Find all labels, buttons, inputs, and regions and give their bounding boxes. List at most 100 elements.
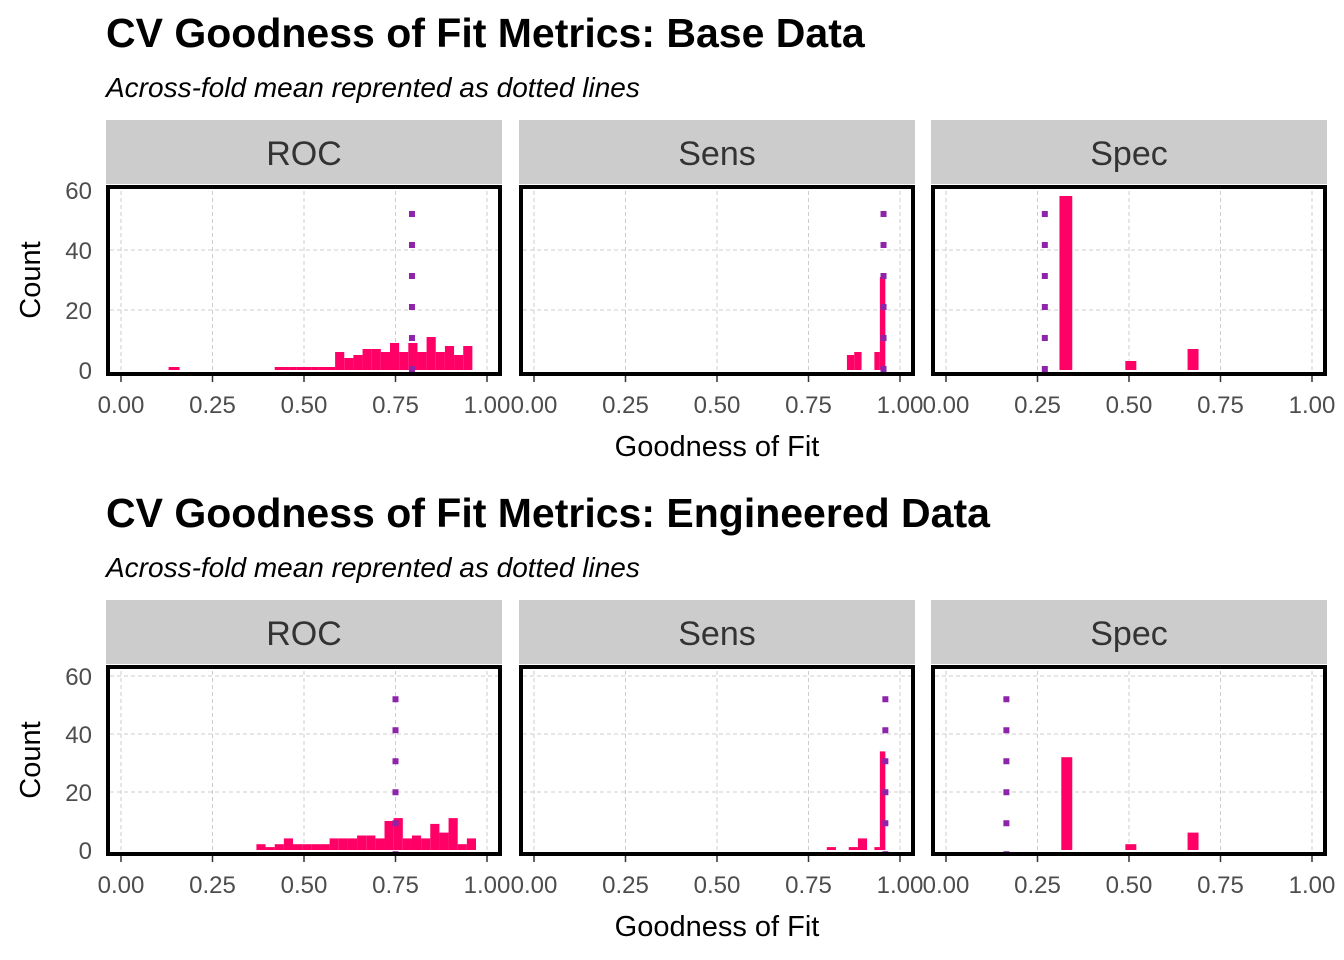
y-axis-label: Count bbox=[15, 721, 47, 798]
facet-strip bbox=[931, 120, 1327, 184]
facet-panel-sens: Sens 0.00 0.25 0.50 0.75 1.00 bbox=[511, 120, 923, 419]
histogram-bar bbox=[426, 337, 436, 370]
facet-panel-sens: Sens 0.00 0.25 0.50 0.75 1.00 bbox=[511, 600, 924, 899]
x-tick-label: 0.00 bbox=[98, 392, 145, 419]
histogram-bar bbox=[320, 844, 330, 850]
histogram-bar bbox=[384, 821, 394, 850]
histogram-bar bbox=[366, 835, 376, 850]
histogram-bar bbox=[874, 847, 880, 850]
x-tick-label: 0.00 bbox=[923, 872, 970, 899]
histogram-bar bbox=[304, 367, 312, 370]
histogram-bar bbox=[325, 367, 336, 370]
x-axis-label: Goodness of Fit bbox=[615, 431, 820, 463]
facet-strip-label: ROC bbox=[266, 615, 342, 653]
histogram-bar bbox=[393, 818, 403, 850]
histogram-bar bbox=[1125, 844, 1137, 850]
histogram-bar bbox=[454, 355, 464, 370]
histogram-bar bbox=[338, 838, 348, 850]
histogram-bar bbox=[329, 838, 339, 850]
x-tick-label: 0.50 bbox=[694, 872, 741, 899]
histogram-bar bbox=[380, 352, 391, 370]
histogram-bar bbox=[311, 844, 321, 850]
histogram-bar bbox=[848, 847, 858, 850]
histogram-bar bbox=[1061, 757, 1073, 850]
facet-strip bbox=[519, 600, 915, 664]
histogram-bar bbox=[362, 349, 372, 370]
histogram-bar bbox=[274, 844, 284, 850]
facet-strip-label: ROC bbox=[266, 135, 342, 173]
histogram-bar bbox=[1125, 361, 1137, 370]
histogram-bar bbox=[879, 751, 886, 850]
x-tick-label: 0.75 bbox=[785, 872, 832, 899]
histogram-bar bbox=[283, 838, 294, 850]
histogram-bar bbox=[296, 367, 304, 370]
panel-border bbox=[519, 665, 915, 856]
x-tick-label: 0.00 bbox=[923, 392, 970, 419]
x-tick-label: 0.25 bbox=[189, 392, 236, 419]
x-tick-label: 0.25 bbox=[1014, 872, 1061, 899]
histogram-bar bbox=[335, 352, 345, 370]
x-tick-label: 0.25 bbox=[602, 392, 649, 419]
x-tick-label: 0.00 bbox=[511, 872, 558, 899]
x-tick-label: 1.00 bbox=[877, 872, 924, 899]
x-tick-label: 1.00 bbox=[464, 392, 511, 419]
histogram-bar bbox=[289, 367, 297, 370]
facet-strip-label: Sens bbox=[678, 135, 756, 173]
chart-subtitle-base: Across-fold mean reprented as dotted lin… bbox=[106, 72, 640, 103]
histogram-bar bbox=[375, 838, 385, 850]
chart-title-engineered: CV Goodness of Fit Metrics: Engineered D… bbox=[106, 490, 990, 536]
histogram-bar bbox=[282, 367, 290, 370]
x-tick-label: 1.00 bbox=[464, 872, 511, 899]
x-tick-label: 1.00 bbox=[1289, 872, 1336, 899]
y-tick-label: 0 bbox=[79, 838, 92, 865]
histogram-bar bbox=[846, 355, 855, 370]
histogram-bar bbox=[411, 835, 422, 850]
x-tick-label: 0.75 bbox=[785, 392, 832, 419]
panel-border bbox=[931, 185, 1327, 376]
histogram-bar bbox=[371, 349, 381, 370]
histogram-bar bbox=[466, 838, 477, 850]
y-axis-label: Count bbox=[15, 241, 47, 318]
x-tick-label: 0.50 bbox=[694, 392, 741, 419]
x-tick-label: 1.00 bbox=[1289, 392, 1336, 419]
histogram-bar bbox=[444, 346, 455, 370]
histogram-bar bbox=[274, 367, 283, 370]
histogram-bar bbox=[448, 818, 458, 850]
histogram-bar bbox=[854, 352, 862, 370]
histogram-bar bbox=[402, 838, 412, 850]
x-tick-label: 0.00 bbox=[98, 872, 145, 899]
facet-strip-label: Spec bbox=[1090, 135, 1168, 173]
x-axis-label: Goodness of Fit bbox=[615, 911, 820, 943]
y-tick-label: 60 bbox=[65, 178, 92, 205]
histogram-bar bbox=[408, 343, 418, 370]
y-tick-label: 20 bbox=[65, 298, 92, 325]
x-tick-label: 0.75 bbox=[372, 872, 419, 899]
histogram-bar bbox=[430, 823, 440, 850]
facet-strip-label: Spec bbox=[1090, 615, 1168, 653]
y-tick-label: 20 bbox=[65, 780, 92, 807]
histogram-bar bbox=[311, 367, 319, 370]
facet-panel-spec: Spec 0.00 0.25 0.50 0.75 1.00 bbox=[923, 120, 1336, 419]
x-tick-label: 0.75 bbox=[1197, 872, 1244, 899]
histogram-bar bbox=[439, 832, 449, 850]
histogram-bar bbox=[344, 358, 354, 370]
histogram-bar bbox=[826, 847, 836, 850]
histogram-bar bbox=[1187, 832, 1199, 850]
histogram-bar bbox=[417, 352, 427, 370]
panel-border bbox=[931, 665, 1327, 856]
histogram-bar bbox=[421, 838, 431, 850]
x-tick-label: 0.75 bbox=[1197, 392, 1244, 419]
facet-panel-spec: Spec 0.00 0.25 0.50 0.75 1.00 bbox=[923, 600, 1336, 899]
panel-border bbox=[106, 185, 502, 376]
histogram-bar bbox=[302, 844, 312, 850]
facet-strip bbox=[106, 120, 502, 184]
facet-panel-roc: ROC 0.00 0.25 0.50 0.75 1.00 bbox=[98, 120, 511, 419]
chart-subtitle-engineered: Across-fold mean reprented as dotted lin… bbox=[106, 552, 640, 583]
histogram-bar bbox=[318, 367, 326, 370]
histogram-bar bbox=[879, 277, 886, 370]
x-tick-label: 0.50 bbox=[281, 872, 328, 899]
x-tick-label: 0.50 bbox=[281, 392, 328, 419]
histogram-bar bbox=[357, 835, 367, 850]
facet-strip-label: Sens bbox=[678, 615, 756, 653]
